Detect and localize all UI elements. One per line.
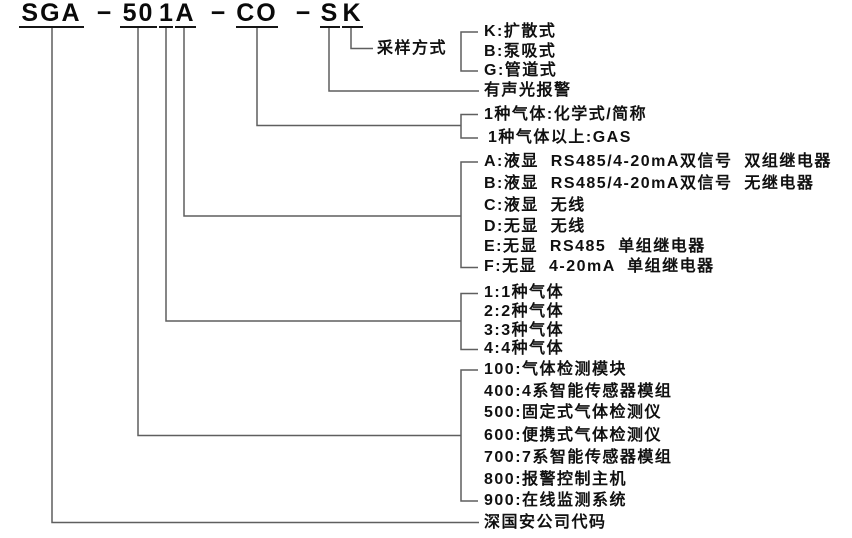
sampling-option-g: G:管道式 — [484, 62, 558, 79]
connector-sampling — [350, 28, 373, 50]
gas-count-option-1: 1:1种气体 — [484, 284, 565, 301]
series-option-100: 100:气体检测模块 — [484, 361, 628, 378]
series-option-800: 800:报警控制主机 — [484, 471, 628, 488]
model-segment-co: CO — [236, 0, 278, 28]
output-option-d: D:无显 无线 — [484, 218, 586, 235]
model-segment-s: S — [320, 0, 340, 28]
output-option-a: A:液显 RS485/4-20mA双信号 双组继电器 — [484, 153, 832, 170]
model-dash: − — [295, 0, 311, 27]
gas-name-multiple: 1种气体以上:GAS — [488, 129, 632, 146]
connector-gas-name — [256, 28, 461, 127]
output-option-b: B:液显 RS485/4-20mA双信号 无继电器 — [484, 175, 815, 192]
connector-gas-count — [165, 28, 461, 322]
model-dash: − — [210, 0, 226, 27]
series-option-900: 900:在线监测系统 — [484, 492, 628, 509]
model-segment-1: 1 — [159, 0, 175, 28]
bracket-gas-count — [460, 292, 478, 351]
model-segment-sga: SGA — [19, 1, 84, 28]
output-option-f: F:无显 4-20mA 单组继电器 — [484, 258, 715, 275]
sampling-option-k: K:扩散式 — [484, 23, 557, 40]
connector-company-code — [51, 28, 479, 524]
model-segment-50: 50 — [120, 1, 157, 28]
bracket-series — [460, 369, 478, 502]
alarm-label: 有声光报警 — [484, 82, 572, 99]
bracket-output — [460, 161, 478, 269]
output-option-e: E:无显 RS485 单组继电器 — [484, 238, 706, 255]
gas-count-option-4: 4:4种气体 — [484, 340, 565, 357]
gas-name-single: 1种气体:化学式/简称 — [484, 106, 648, 123]
bracket-sampling — [460, 31, 478, 72]
gas-count-option-2: 2:2种气体 — [484, 303, 565, 320]
sampling-method-label: 采样方式 — [377, 40, 448, 57]
series-option-500: 500:固定式气体检测仪 — [484, 404, 663, 421]
series-option-400: 400:4系智能传感器模组 — [484, 383, 673, 400]
connector-output-type — [183, 28, 461, 217]
connector-alarm — [328, 28, 479, 92]
series-option-600: 600:便携式气体检测仪 — [484, 427, 663, 444]
gas-count-option-3: 3:3种气体 — [484, 322, 565, 339]
connector-series — [137, 28, 461, 437]
model-dash: − — [96, 0, 112, 27]
sampling-option-b: B:泵吸式 — [484, 43, 557, 60]
bracket-gas-name — [460, 113, 478, 139]
output-option-c: C:液显 无线 — [484, 197, 586, 214]
series-option-700: 700:7系智能传感器模组 — [484, 449, 673, 466]
company-code-label: 深国安公司代码 — [484, 514, 607, 531]
model-segment-a: A — [175, 0, 196, 28]
model-segment-k: K — [342, 0, 363, 28]
